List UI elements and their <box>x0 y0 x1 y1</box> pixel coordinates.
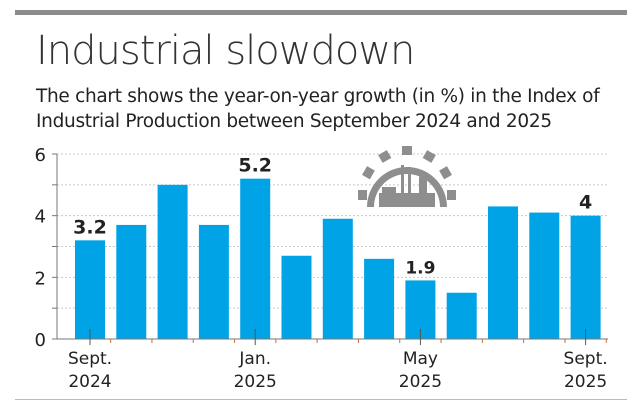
bar-12 <box>570 215 601 339</box>
data-label: 4 <box>579 192 592 214</box>
y-tick-label: 4 <box>35 207 46 228</box>
bar-5 <box>281 255 312 339</box>
bar-9 <box>446 292 477 339</box>
y-tick-label: 0 <box>35 330 46 351</box>
data-label: 1.9 <box>405 258 435 278</box>
subtitle-line-1: The chart shows the year-on-year growth … <box>36 86 600 107</box>
y-tick-label: 6 <box>35 145 46 166</box>
top-rule <box>15 10 627 15</box>
y-tick-label: 2 <box>35 268 46 289</box>
x-tick-label: 2024 <box>68 372 111 392</box>
bar-0 <box>75 240 105 339</box>
x-tick-label: 2025 <box>564 372 607 392</box>
bar-11 <box>529 212 560 339</box>
bar-6 <box>322 218 353 339</box>
factory-gear-icon <box>358 146 456 207</box>
bar-4 <box>240 178 271 339</box>
x-tick-label: May <box>403 349 438 369</box>
chart-subtitle: The chart shows the year-on-year growth … <box>36 84 600 134</box>
x-tick-label: Sept. <box>564 349 608 369</box>
data-label: 3.2 <box>73 216 107 238</box>
x-tick-label: Sept. <box>68 349 112 369</box>
subtitle-line-2: Industrial Production between September … <box>36 111 552 132</box>
bar-2 <box>157 184 188 339</box>
x-tick-label: 2025 <box>234 372 277 392</box>
data-label: 5.2 <box>238 155 272 177</box>
x-tick-label: Jan. <box>238 349 271 369</box>
bar-3 <box>198 224 229 339</box>
x-tick-label: 2025 <box>399 372 442 392</box>
chart-title: Industrial slowdown <box>36 28 415 74</box>
bar-1 <box>116 224 147 339</box>
bottom-rule <box>15 399 627 400</box>
bar-7 <box>364 258 395 339</box>
bar-10 <box>488 206 518 339</box>
